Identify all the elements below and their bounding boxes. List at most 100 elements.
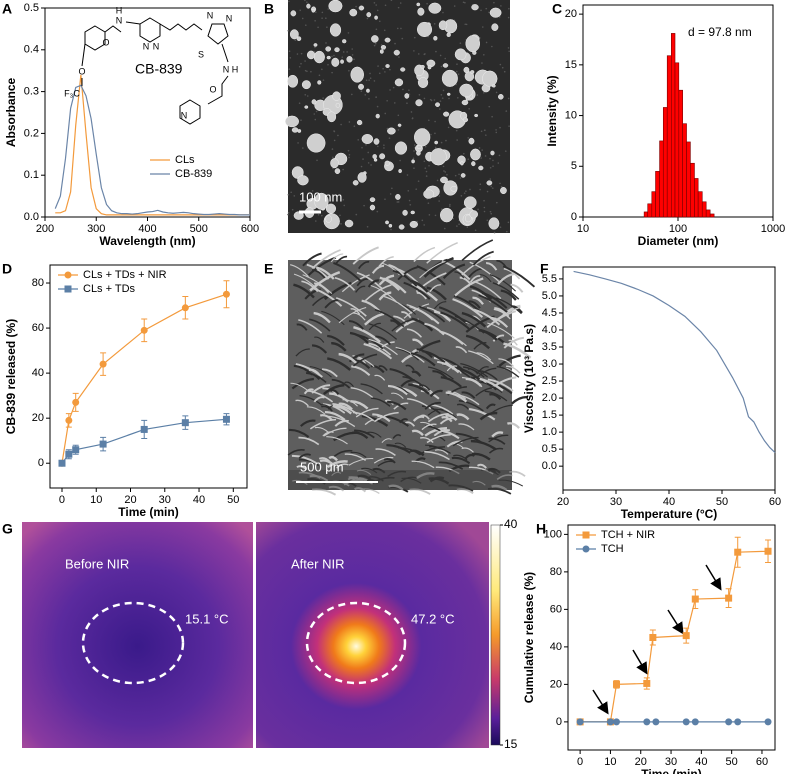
particle	[342, 39, 347, 44]
x-axis-label: Time (min)	[641, 767, 701, 774]
speckle	[463, 192, 466, 194]
speckle	[348, 121, 351, 123]
speckle	[346, 51, 348, 53]
particle	[461, 99, 469, 106]
particle	[402, 209, 408, 216]
y-tick-label: 20	[565, 8, 577, 20]
speckle	[383, 144, 385, 146]
marker	[682, 718, 690, 726]
lamella	[493, 308, 511, 320]
x-tick-label: 1000	[761, 223, 785, 235]
lamella	[311, 249, 341, 270]
lamella	[323, 427, 347, 437]
plot-frame	[562, 266, 776, 491]
x-tick-label: 40	[193, 494, 205, 506]
lamella	[378, 274, 395, 286]
atom-label: N	[143, 41, 150, 51]
lamella	[334, 419, 349, 427]
particle	[462, 117, 469, 123]
speckle	[479, 188, 481, 191]
y-tick-label: 0.0	[542, 460, 557, 472]
speckle	[382, 67, 384, 70]
particle	[289, 29, 299, 40]
lamella	[332, 404, 353, 415]
particle	[482, 70, 498, 87]
particle	[394, 141, 408, 155]
speckle	[375, 96, 377, 99]
speckle	[485, 41, 488, 44]
lamella	[416, 265, 446, 286]
speckle	[436, 179, 439, 182]
lamella	[408, 383, 430, 395]
y-tick-label: 5.0	[542, 290, 557, 302]
y-tick-label: 40	[32, 367, 44, 379]
lamella	[363, 343, 393, 360]
speckle	[294, 39, 297, 42]
speckle	[418, 93, 421, 96]
particle	[379, 49, 384, 54]
lamella	[447, 390, 467, 400]
lamella	[411, 429, 424, 437]
speckle	[310, 70, 312, 73]
lamella	[407, 398, 432, 410]
lamella	[311, 344, 328, 354]
y-tick-label: 10	[565, 109, 577, 121]
marker	[764, 718, 772, 726]
speckle	[499, 63, 502, 66]
lamella	[326, 460, 348, 469]
lamella	[378, 291, 392, 301]
speckle	[415, 188, 418, 190]
speckle	[368, 97, 370, 100]
particle	[417, 77, 429, 88]
speckle	[394, 42, 396, 45]
x-tick-label: 10	[90, 494, 102, 506]
lamella	[488, 447, 504, 454]
bar	[647, 203, 653, 218]
speckle	[491, 115, 493, 118]
lamella	[410, 352, 436, 367]
lamella	[416, 291, 428, 300]
lamella	[313, 282, 330, 294]
speckle	[421, 219, 424, 222]
plot-frame	[49, 264, 248, 489]
particle	[434, 140, 439, 145]
speckle	[365, 79, 368, 82]
particle	[349, 8, 358, 17]
speckle	[321, 68, 323, 71]
lamella	[461, 255, 491, 276]
lamella	[291, 377, 314, 390]
speckle	[495, 91, 498, 94]
speckle	[456, 63, 458, 65]
atom-label: N	[207, 10, 214, 20]
chart: A 200 300 400 500 600 0.0 0.1 0.2 0.3 0.4 0.5 Wavele…	[2, 1, 259, 248]
speckle	[500, 5, 502, 7]
lamella	[400, 379, 415, 388]
speckle	[355, 5, 357, 8]
marker	[643, 718, 651, 726]
lamella	[411, 460, 435, 469]
lamella	[372, 413, 391, 423]
speckle	[366, 225, 369, 228]
lamella	[368, 342, 392, 356]
lamella	[440, 376, 462, 388]
speckle	[413, 36, 416, 39]
particle	[443, 111, 450, 117]
lamella	[441, 416, 453, 423]
lamella	[387, 400, 407, 411]
particle	[430, 148, 447, 166]
legend-label: TCH	[601, 543, 624, 555]
particle	[350, 66, 364, 83]
lamella	[368, 323, 398, 340]
speckle	[364, 94, 367, 96]
speckle	[481, 26, 484, 28]
lamella	[295, 348, 310, 357]
lamella	[424, 450, 450, 461]
x-tick-label: 60	[756, 756, 768, 768]
lamella	[475, 386, 496, 397]
lamella	[461, 311, 487, 328]
colorbar-tick-label: 15	[504, 737, 518, 751]
particle	[384, 160, 391, 166]
atom-label: N	[153, 41, 160, 51]
atom-label: N	[181, 110, 188, 120]
legend-label: CLs + TDs + NIR	[83, 269, 167, 281]
